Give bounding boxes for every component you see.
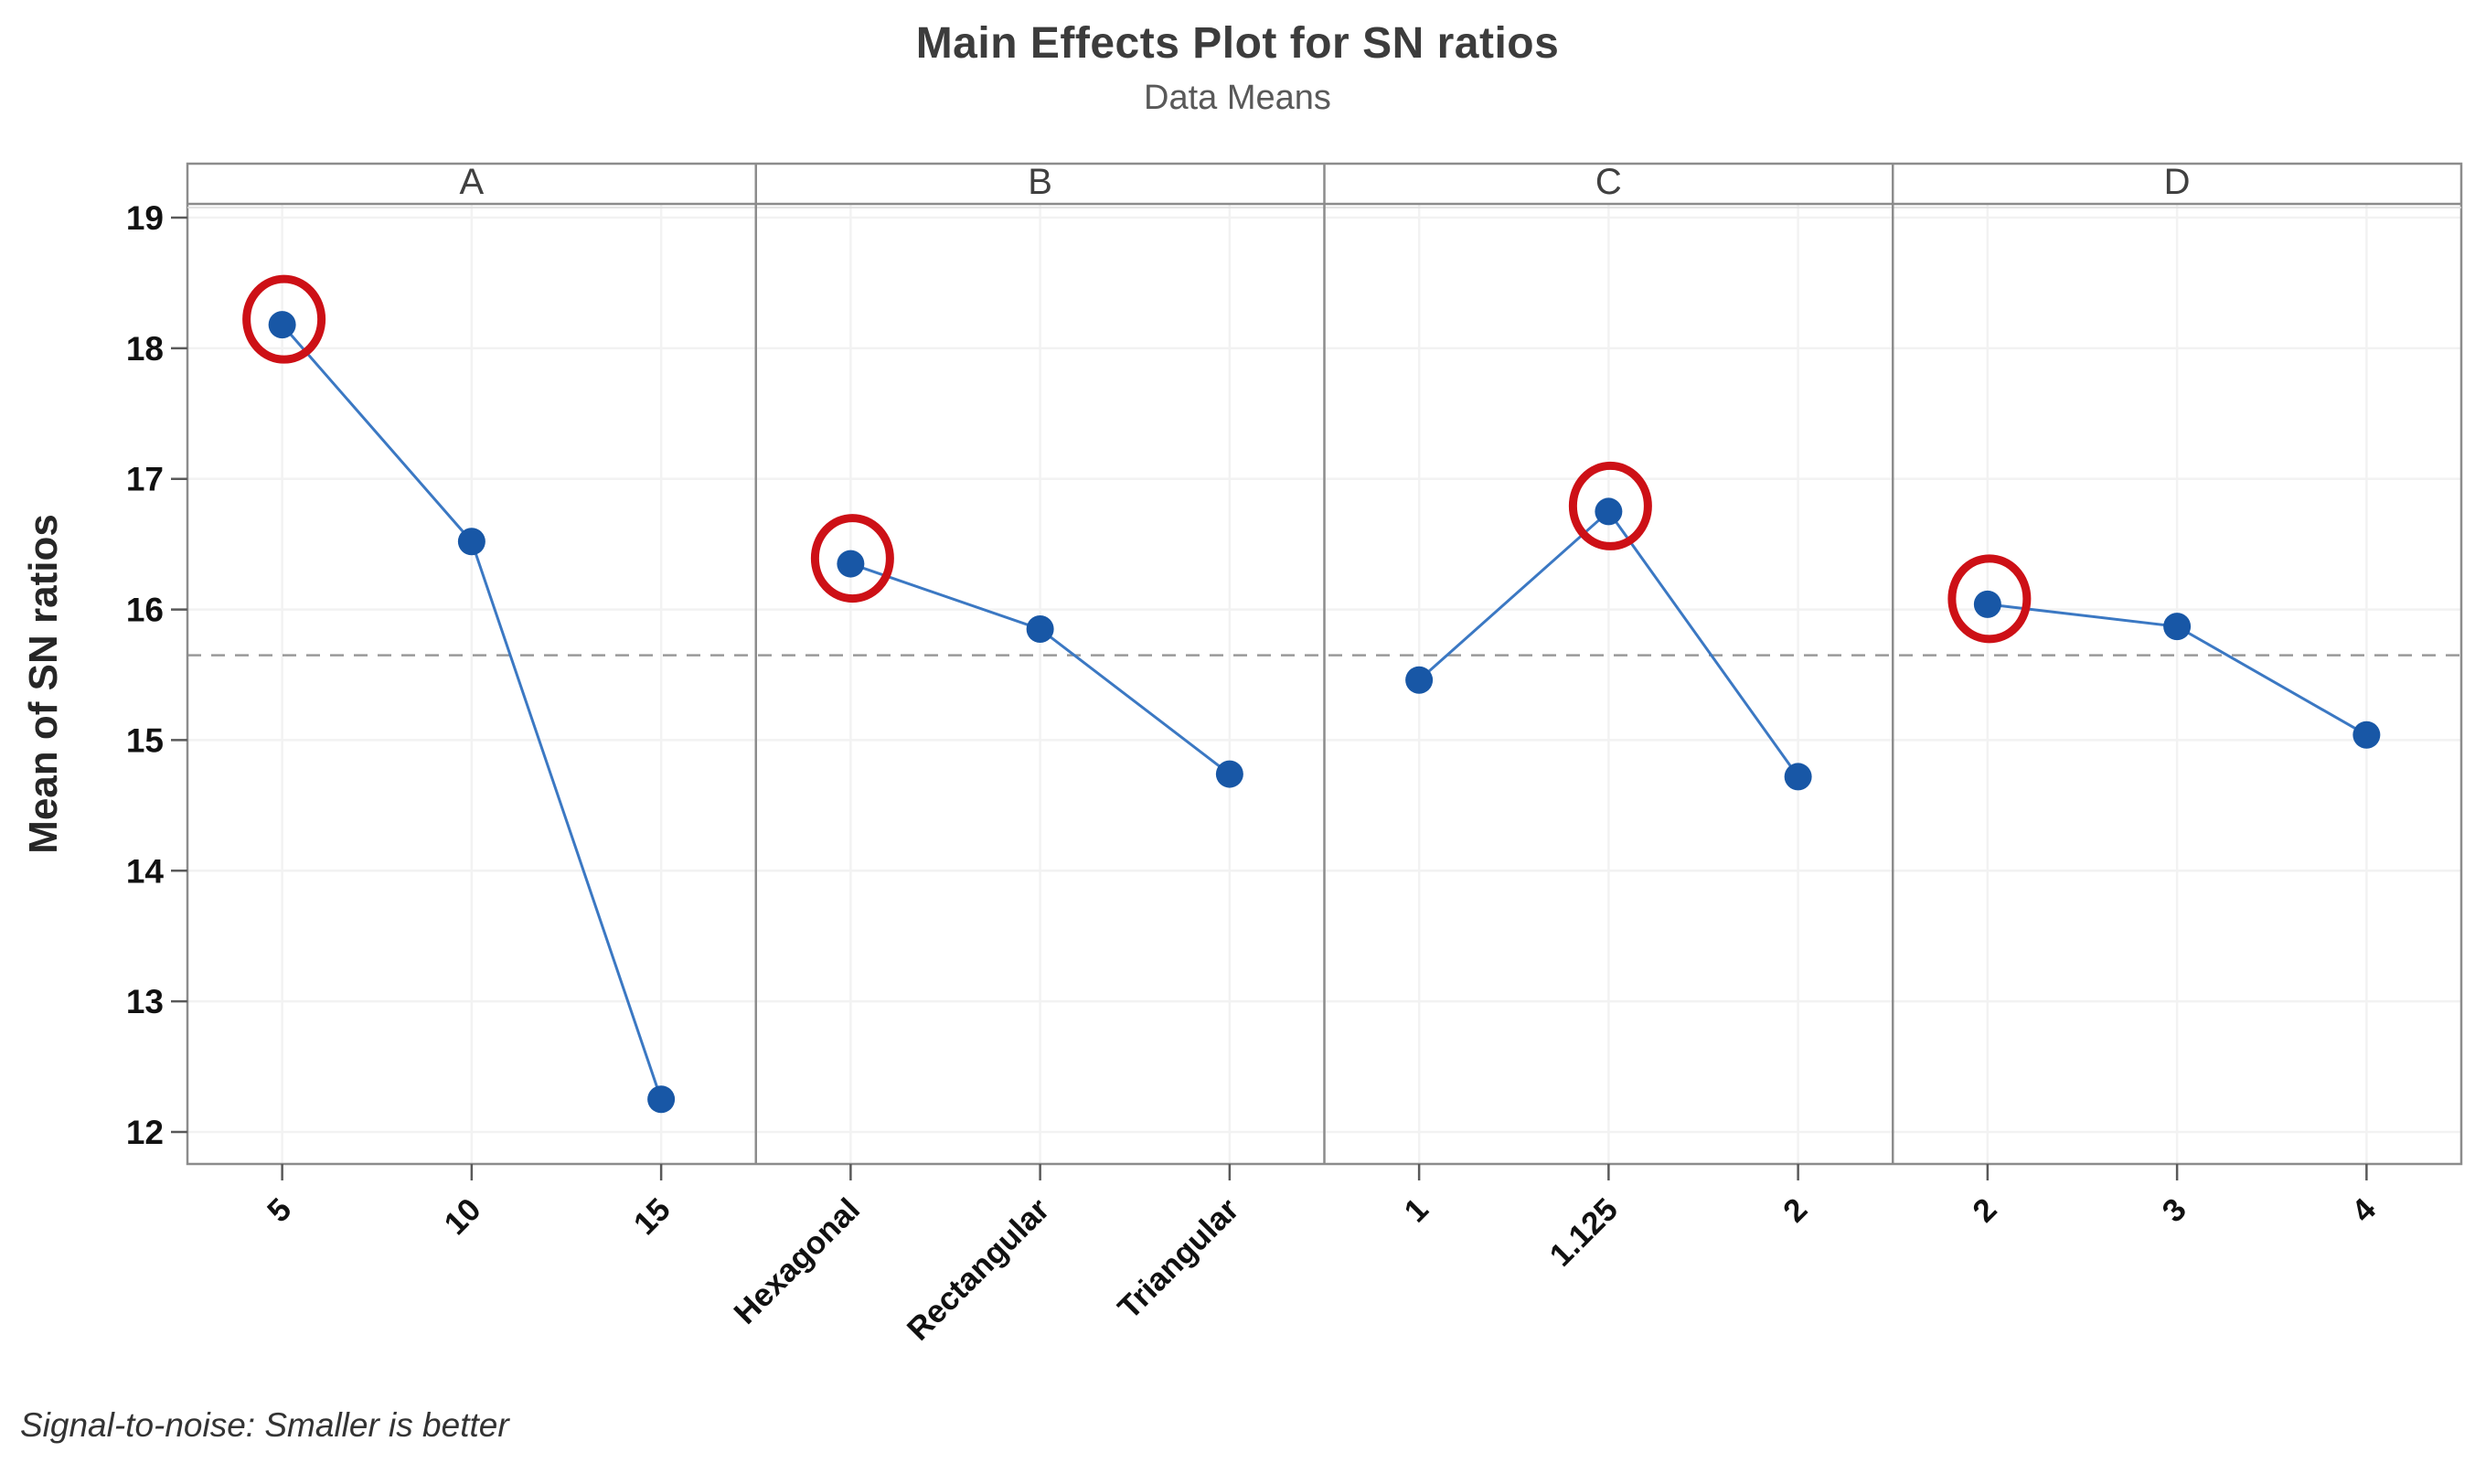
x-tick-label: Hexagonal [727, 1191, 867, 1331]
y-tick-label: 16 [126, 592, 164, 629]
data-point [1026, 614, 1054, 643]
y-tick-label: 17 [126, 461, 164, 498]
data-point [837, 550, 865, 578]
y-tick-label: 13 [126, 983, 164, 1020]
chart-title: Main Effects Plot for SN ratios [915, 19, 1560, 68]
data-point [2352, 721, 2381, 749]
x-tick-label: Triangular [1111, 1191, 1245, 1326]
panel-label: B [1028, 162, 1052, 202]
data-point [2163, 613, 2192, 641]
data-point [1215, 760, 1243, 788]
panel-label: A [460, 162, 485, 202]
x-tick-label: Rectangular [901, 1191, 1057, 1348]
x-tick-label: 4 [2345, 1191, 2384, 1230]
data-point [268, 311, 296, 339]
y-tick-label: 15 [126, 721, 164, 759]
data-point [1595, 497, 1623, 526]
x-tick-label: 3 [2155, 1191, 2192, 1229]
x-tick-label: 1.125 [1543, 1191, 1626, 1274]
data-point [1405, 666, 1434, 694]
highlight-circle [1947, 554, 2032, 644]
data-point [1973, 590, 2001, 618]
chart-subtitle: Data Means [1144, 79, 1331, 117]
y-tick-label: 12 [126, 1114, 164, 1151]
y-axis-title: Mean of SN ratios [21, 514, 66, 854]
signal-to-noise-footnote: Signal-to-noise: Smaller is better [20, 1406, 509, 1444]
x-tick-label: 2 [1776, 1191, 1814, 1229]
panel-label: C [1595, 162, 1622, 202]
x-tick-label: 5 [261, 1191, 298, 1229]
highlight-circle [1568, 461, 1652, 550]
highlight-circle [242, 274, 326, 364]
data-point [457, 528, 485, 556]
y-tick-label: 14 [126, 852, 165, 890]
x-tick-label: 1 [1397, 1191, 1435, 1229]
y-tick-label: 19 [126, 199, 164, 237]
x-tick-label: 15 [627, 1191, 677, 1242]
data-point [647, 1085, 676, 1114]
y-tick-label: 18 [126, 330, 164, 368]
highlight-circle [810, 514, 894, 603]
x-tick-label: 2 [1966, 1191, 2003, 1229]
x-tick-label: 10 [437, 1191, 487, 1242]
panel-label: D [2164, 162, 2191, 202]
data-point [1784, 763, 1812, 791]
